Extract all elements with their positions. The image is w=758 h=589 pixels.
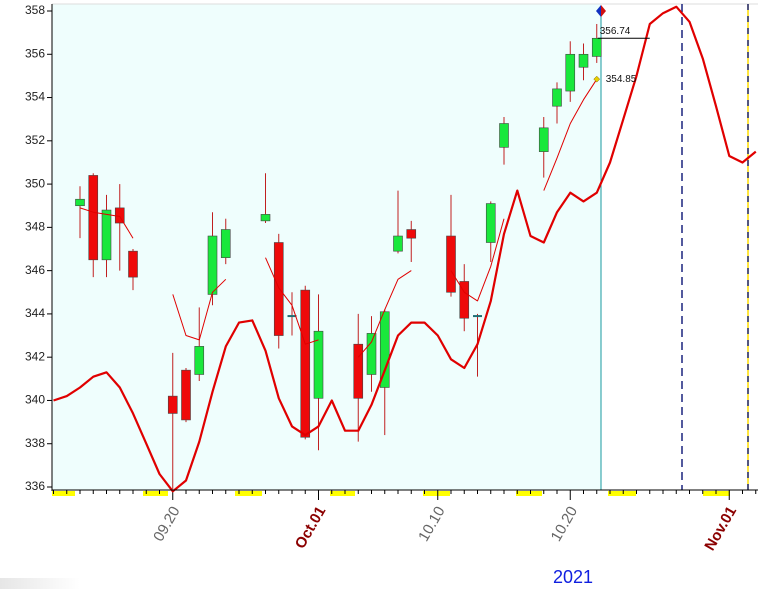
marker-half <box>601 5 606 17</box>
corner-shade <box>0 578 80 589</box>
y-tick-label: 342 <box>25 349 45 363</box>
y-tick-label: 352 <box>25 133 45 147</box>
y-tick-label: 346 <box>25 263 45 277</box>
annotation: 354.85 <box>606 74 637 85</box>
weekend <box>143 491 168 496</box>
candle-body <box>552 88 562 107</box>
candle-body <box>194 346 205 375</box>
candle-body <box>499 123 509 148</box>
candle-body <box>88 175 99 261</box>
candle-body <box>128 250 138 278</box>
candle-body <box>459 281 470 319</box>
x-tick-label: 10.20 <box>548 503 581 544</box>
candle-body <box>406 229 417 239</box>
candle-body <box>300 289 311 438</box>
candle-body <box>75 198 85 207</box>
candle-body <box>353 343 364 399</box>
marker-half <box>596 5 601 17</box>
candle-body <box>220 229 231 258</box>
candle-body <box>101 209 112 261</box>
candle-body <box>366 333 377 375</box>
weekend <box>516 491 542 496</box>
weekend <box>235 491 262 496</box>
y-tick-label: 344 <box>25 306 45 320</box>
weekend <box>52 491 75 496</box>
candle-body <box>538 127 549 152</box>
weekend <box>330 491 355 496</box>
candle-body <box>181 369 191 421</box>
candle-body <box>578 53 589 68</box>
y-tick-label: 358 <box>25 3 45 17</box>
line-series <box>79 78 598 358</box>
candle-body <box>260 214 271 222</box>
y-tick-label: 336 <box>25 479 45 493</box>
candle-body <box>379 311 390 388</box>
candle-body <box>565 53 576 92</box>
y-tick-label: 338 <box>25 436 45 450</box>
x-tick-label: 09.20 <box>150 503 183 544</box>
candle-body <box>167 395 178 414</box>
candle-body <box>273 242 284 336</box>
candle-body <box>446 235 456 293</box>
candle-body <box>485 203 496 243</box>
y-tick-label: 354 <box>25 90 45 104</box>
weekend <box>608 491 636 496</box>
weekend-markers <box>52 491 730 496</box>
candle-body <box>393 235 403 252</box>
y-tick-label: 356 <box>25 46 45 60</box>
x-tick-label: 10.10 <box>415 503 448 544</box>
line-series <box>53 5 757 493</box>
weekend <box>423 491 450 496</box>
annotation: 356.74 <box>600 26 631 37</box>
y-tick-label: 348 <box>25 220 45 234</box>
x-tick-label: Nov.01 <box>701 503 740 553</box>
y-tick-label: 340 <box>25 393 45 407</box>
candle-body <box>313 330 324 399</box>
candle-body <box>207 235 218 295</box>
y-tick-label: 350 <box>25 176 45 190</box>
year-label: 2021 <box>553 567 593 587</box>
plot: 336 338 340 342 344 346 348 350 352 354 356 358 09.2… <box>25 3 757 554</box>
x-tick-label: Oct.01 <box>292 503 330 551</box>
annotation-marker <box>593 75 601 83</box>
candle-body <box>591 37 602 57</box>
